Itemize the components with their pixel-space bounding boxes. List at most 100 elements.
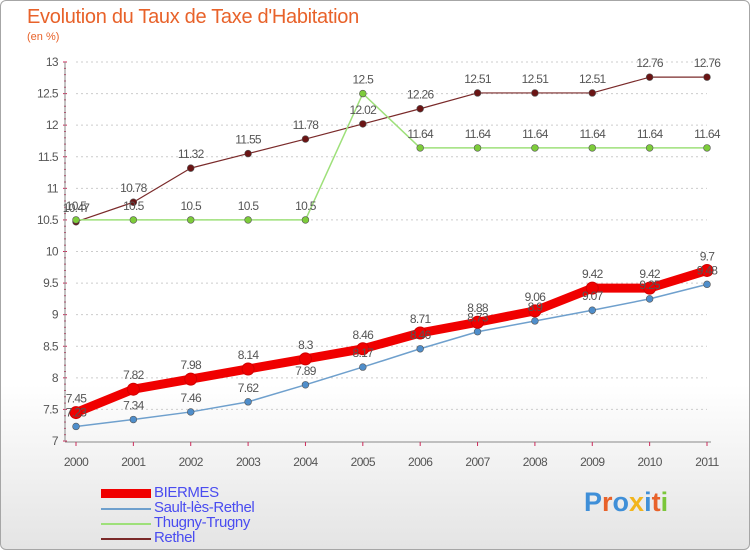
data-label-sault-l-s-rethel: 9.25	[639, 278, 661, 292]
series-lines	[71, 76, 712, 428]
data-point-biermes	[585, 281, 599, 295]
data-point-rethel	[645, 73, 654, 81]
legend-label-thugny-trugny: Thugny-Trugny	[154, 514, 250, 531]
series-line-biermes	[71, 265, 712, 418]
x-tick-label: 2003	[236, 455, 261, 469]
data-point-biermes	[356, 342, 370, 356]
data-label-rethel: 11.32	[178, 147, 205, 161]
data-point-thugny-trugny	[473, 144, 482, 152]
legend-label-sault-les-rethel: Sault-lès-Rethel	[154, 499, 255, 516]
data-point-biermes	[528, 304, 542, 318]
y-tick-label: 13	[46, 55, 59, 69]
data-point-sault-l-s-rethel	[72, 422, 80, 431]
data-label-biermes: 9.7	[700, 249, 716, 263]
data-label-sault-l-s-rethel: 8.73	[467, 311, 489, 325]
data-point-sault-l-s-rethel	[645, 295, 654, 303]
chart-title: Evolution du Taux de Taxe d'Habitation	[27, 6, 359, 28]
data-point-biermes	[413, 326, 427, 340]
data-point-biermes	[184, 372, 198, 386]
data-label-biermes: 8.14	[238, 348, 260, 362]
data-label-biermes: 8.3	[298, 338, 314, 352]
data-markers	[69, 73, 714, 431]
data-point-thugny-trugny	[359, 89, 367, 98]
data-labels: 10.4710.7811.3211.5511.7812.0212.2612.51…	[63, 56, 722, 419]
x-tick-label: 2009	[580, 455, 605, 469]
proxiti-logo: Proxiti	[584, 487, 668, 518]
x-tick-label: 2007	[465, 455, 490, 469]
data-point-biermes	[643, 281, 657, 295]
data-point-rethel	[588, 89, 596, 97]
data-label-biermes: 7.82	[123, 368, 145, 382]
data-point-rethel	[244, 149, 252, 158]
data-label-sault-l-s-rethel: 9.48	[697, 263, 719, 277]
data-label-thugny-trugny: 12.5	[353, 73, 375, 87]
data-point-sault-l-s-rethel	[416, 345, 424, 353]
data-label-thugny-trugny: 10.5	[180, 199, 202, 213]
data-label-biermes: 7.98	[180, 358, 202, 372]
y-tick-label: 12	[46, 118, 59, 132]
data-label-sault-l-s-rethel: 7.62	[238, 381, 260, 395]
data-point-rethel	[703, 73, 711, 81]
data-label-rethel: 12.76	[636, 56, 664, 70]
legend-label-rethel: Rethel	[154, 529, 195, 546]
data-point-rethel	[129, 198, 138, 206]
data-label-rethel: 12.51	[464, 72, 492, 86]
logo-letter: P	[584, 487, 603, 517]
legend-swatch-thugny-trugny	[101, 523, 151, 525]
data-label-rethel: 11.78	[293, 118, 320, 132]
y-tick-label: 7	[52, 434, 59, 448]
data-label-rethel: 12.51	[579, 72, 607, 86]
data-point-thugny-trugny	[416, 144, 424, 152]
x-tick-label: 2011	[695, 455, 719, 469]
data-point-sault-l-s-rethel	[244, 398, 252, 406]
data-point-thugny-trugny	[531, 144, 539, 152]
data-label-rethel: 10.78	[120, 181, 148, 195]
data-point-thugny-trugny	[588, 144, 596, 152]
data-point-thugny-trugny	[187, 216, 195, 224]
data-point-biermes	[126, 382, 140, 396]
data-point-rethel	[187, 164, 195, 172]
data-point-biermes	[69, 406, 83, 420]
data-point-sault-l-s-rethel	[359, 363, 367, 371]
data-point-biermes	[700, 263, 714, 277]
legend-label-biermes: BIERMES	[154, 484, 219, 501]
data-label-sault-l-s-rethel: 8.17	[353, 346, 375, 360]
data-label-thugny-trugny: 10.5	[238, 199, 260, 213]
data-label-thugny-trugny: 10.5	[295, 199, 317, 213]
data-label-biermes: 8.71	[410, 312, 432, 326]
data-label-rethel: 12.26	[407, 88, 435, 102]
data-label-rethel: 10.47	[63, 201, 91, 215]
data-label-biermes: 9.42	[582, 267, 604, 281]
x-tick-label: 2002	[179, 455, 204, 469]
x-tick-label: 2006	[408, 455, 433, 469]
data-point-rethel	[416, 105, 424, 113]
legend-swatch-rethel	[101, 538, 151, 540]
data-point-thugny-trugny	[72, 216, 80, 224]
data-label-thugny-trugny: 11.64	[579, 127, 606, 141]
axes: 7 7.5 8 8.5 9 9.5 10 10.5 11 11.5 12 12.5 13 2000 2001…	[37, 55, 720, 469]
data-label-biermes: 8.46	[353, 328, 375, 342]
logo-letter: o	[612, 487, 630, 517]
series-line-thugny-trugny	[75, 92, 708, 221]
data-point-sault-l-s-rethel	[588, 306, 596, 314]
data-point-biermes	[471, 315, 485, 329]
data-point-sault-l-s-rethel	[473, 328, 482, 336]
data-label-thugny-trugny: 11.64	[407, 127, 434, 141]
y-tick-label: 9.5	[43, 276, 59, 290]
data-label-thugny-trugny: 11.64	[694, 127, 721, 141]
legend-swatch-sault-les-rethel	[101, 508, 151, 510]
data-point-thugny-trugny	[645, 144, 654, 152]
logo-letter: i	[660, 487, 669, 517]
y-tick-label: 10.5	[37, 213, 59, 227]
data-point-thugny-trugny	[703, 144, 711, 152]
data-label-biermes: 9.06	[525, 290, 547, 304]
data-point-sault-l-s-rethel	[531, 317, 539, 325]
data-label-thugny-trugny: 11.64	[637, 127, 664, 141]
y-tick-label: 8.5	[43, 339, 59, 353]
logo-letter: r	[602, 487, 613, 517]
data-label-biermes: 8.88	[467, 301, 489, 315]
data-label-thugny-trugny: 10.5	[66, 199, 88, 213]
data-label-rethel: 12.76	[694, 56, 722, 70]
y-tick-label: 11	[47, 181, 59, 195]
